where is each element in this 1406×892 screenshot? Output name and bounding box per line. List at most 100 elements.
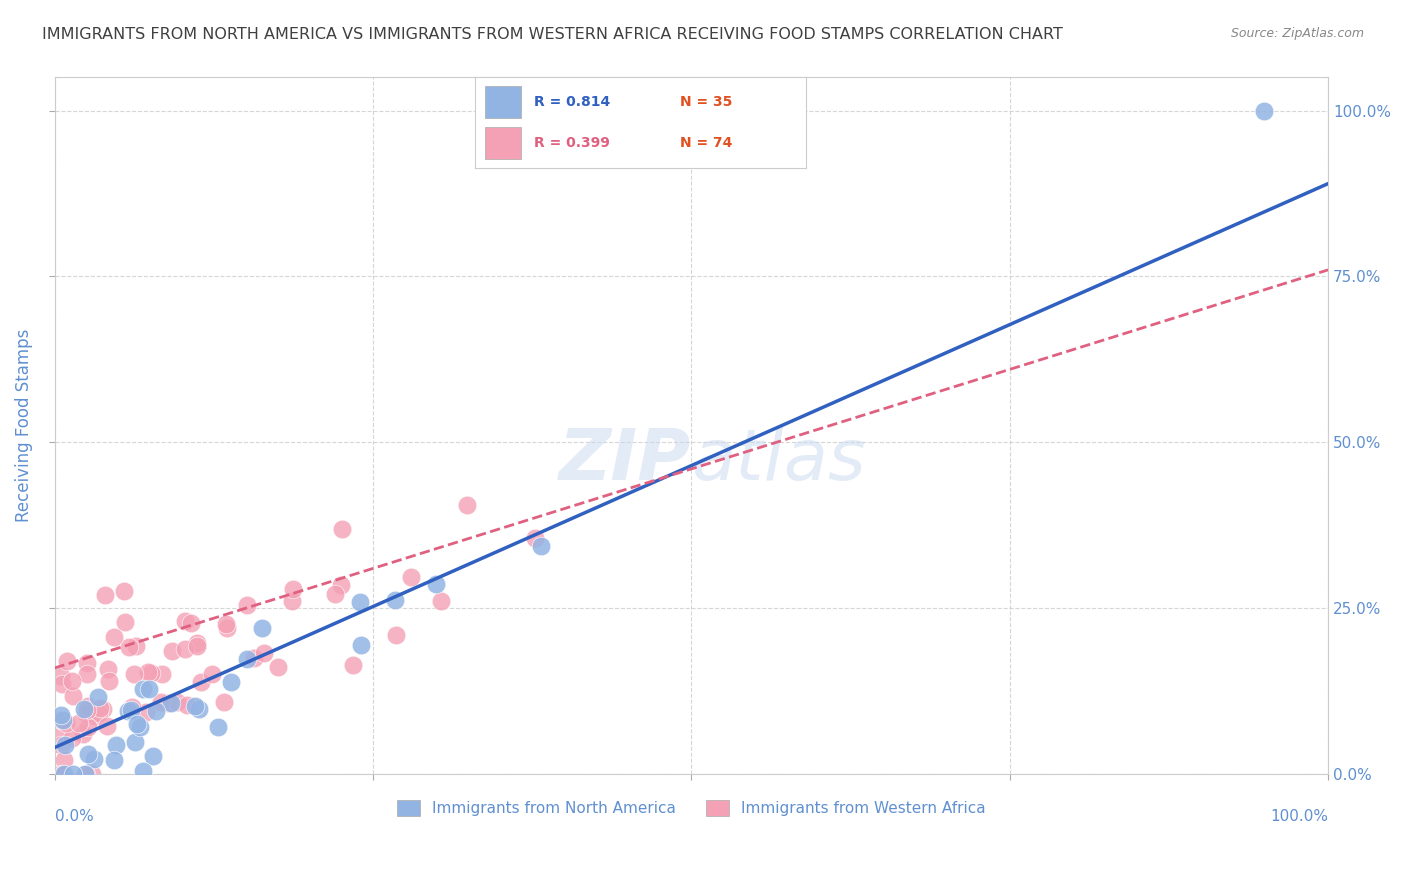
Point [235,598,257,612]
Point [94,588,117,602]
Point [384,592,406,607]
Point [87,690,110,704]
Point [176,698,198,713]
Point [160,697,183,711]
Point [160,644,183,658]
Point [72,727,94,741]
Point [221,675,243,690]
Point [349,595,371,609]
Y-axis label: Receiving Food Stamps: Receiving Food Stamps [15,329,32,523]
Point [51,676,73,690]
Point [125,640,148,654]
Point [80,767,103,781]
Point [425,577,447,591]
Point [97,662,120,676]
Point [349,638,371,652]
Point [135,705,157,719]
Point [56,654,79,668]
Point [62,767,84,781]
Point [186,639,208,653]
Point [87,706,110,721]
Point [84,709,107,723]
Point [62,689,84,703]
Point [52,767,75,781]
Point [174,641,197,656]
Point [98,673,121,688]
Point [524,531,547,545]
Point [323,587,346,601]
Point [132,682,155,697]
Point [150,667,173,681]
Point [75,767,97,781]
Point [430,594,453,608]
Point [121,700,143,714]
Text: ZIP: ZIP [560,426,692,495]
Point [138,682,160,697]
Point [76,657,98,671]
Point [51,767,73,781]
Point [49,723,72,737]
Point [118,640,141,654]
Point [253,646,276,660]
Point [52,714,75,728]
Point [145,704,167,718]
Point [132,764,155,778]
Point [49,739,72,753]
Point [281,582,304,597]
Point [401,570,423,584]
Point [127,717,149,731]
Text: Source: ZipAtlas.com: Source: ZipAtlas.com [1230,27,1364,40]
Text: 0.0%: 0.0% [55,809,93,824]
Point [49,708,72,723]
Point [93,701,115,715]
Point [330,522,353,536]
Point [52,714,75,728]
Legend: Immigrants from North America, Immigrants from Western Africa: Immigrants from North America, Immigrant… [391,794,993,822]
Point [67,715,90,730]
Point [456,499,478,513]
Text: atlas: atlas [692,426,866,495]
Point [75,767,97,781]
Point [215,621,238,635]
Point [266,660,288,674]
Point [53,738,76,752]
Point [166,695,188,709]
Point [243,651,266,665]
Point [117,704,139,718]
Point [75,706,97,720]
Point [136,665,159,680]
Point [180,615,202,630]
Point [184,698,207,713]
Point [250,621,273,635]
Point [236,651,259,665]
Point [62,673,84,688]
Point [96,719,118,733]
Text: 100.0%: 100.0% [1270,809,1329,824]
Point [103,630,125,644]
Point [89,701,111,715]
Point [329,578,352,592]
Point [201,667,224,681]
Point [76,747,98,761]
Point [129,720,152,734]
Point [124,735,146,749]
Point [120,703,142,717]
Point [103,753,125,767]
Point [77,720,100,734]
Point [215,616,238,631]
Point [157,696,180,710]
Point [77,698,100,713]
Point [73,701,96,715]
Point [53,767,76,781]
Point [385,628,408,642]
Point [529,540,551,554]
Point [139,665,162,680]
Point [60,731,83,745]
Point [49,669,72,683]
Point [76,703,98,717]
Point [342,657,364,672]
Point [55,716,77,731]
Point [190,674,212,689]
Text: IMMIGRANTS FROM NORTH AMERICA VS IMMIGRANTS FROM WESTERN AFRICA RECEIVING FOOD S: IMMIGRANTS FROM NORTH AMERICA VS IMMIGRA… [42,27,1063,42]
Point [83,751,105,765]
